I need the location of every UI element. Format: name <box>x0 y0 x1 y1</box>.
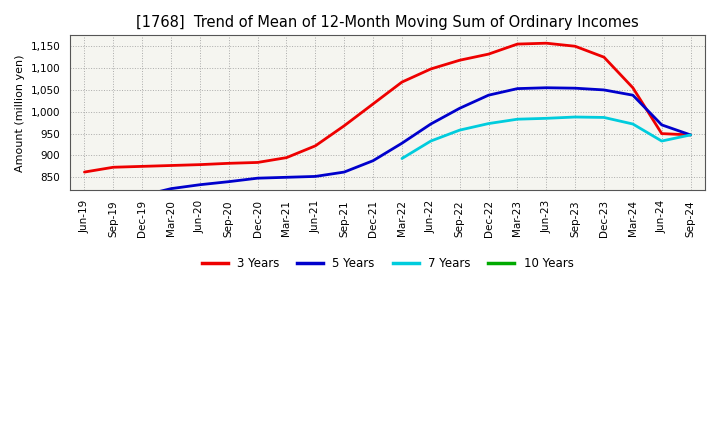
Title: [1768]  Trend of Mean of 12-Month Moving Sum of Ordinary Incomes: [1768] Trend of Mean of 12-Month Moving … <box>136 15 639 30</box>
Legend: 3 Years, 5 Years, 7 Years, 10 Years: 3 Years, 5 Years, 7 Years, 10 Years <box>197 252 578 275</box>
Y-axis label: Amount (million yen): Amount (million yen) <box>15 54 25 172</box>
